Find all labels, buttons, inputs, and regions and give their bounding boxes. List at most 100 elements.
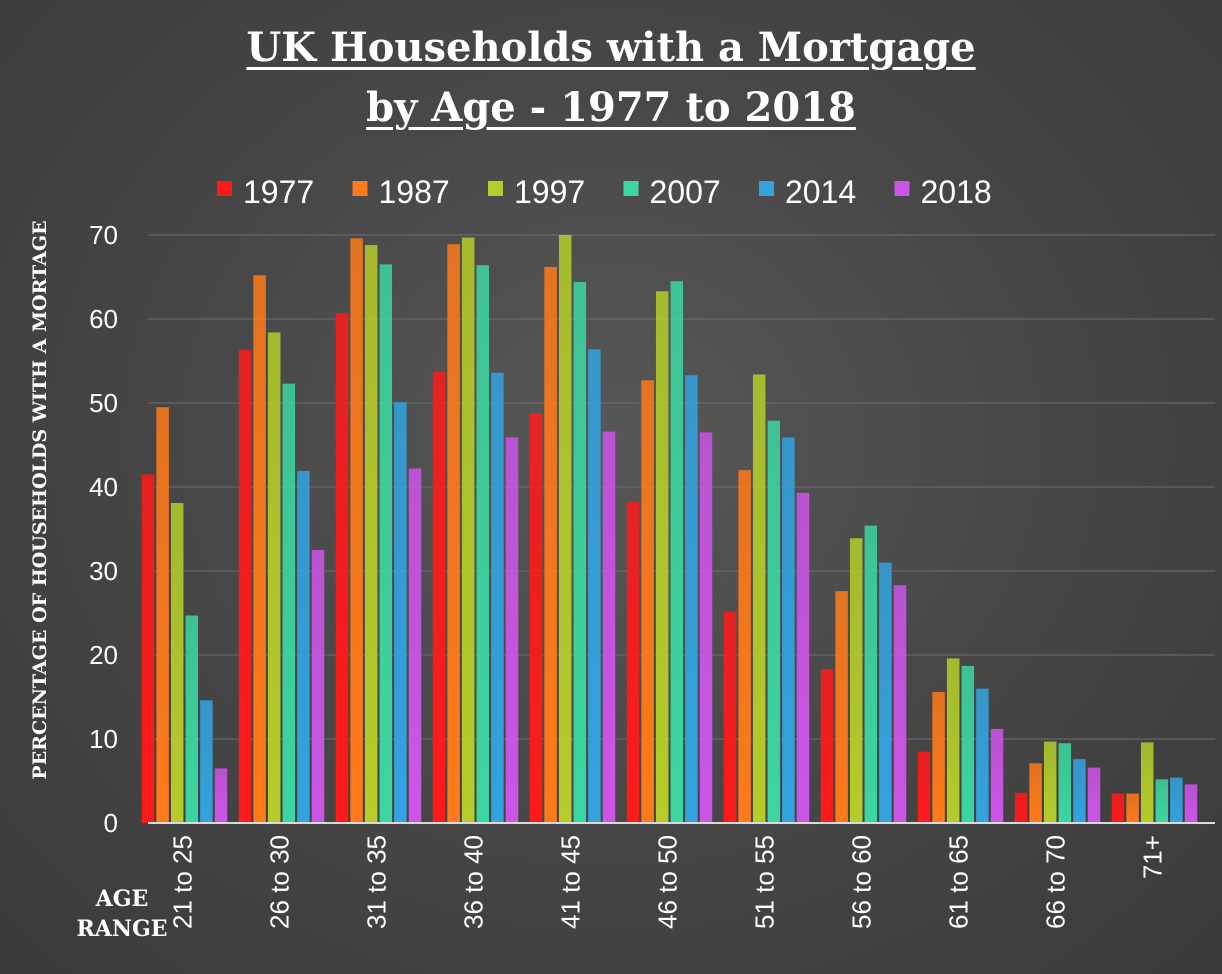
bar-2014-10 [1170,777,1183,823]
x-tick-label: 71+ [1138,835,1168,879]
bar-2014-8 [976,688,989,823]
chart-title: UK Households with a Mortgage by Age - 1… [0,18,1222,138]
bar-2007-3 [476,265,490,823]
bar-1987-2 [350,238,363,824]
bar-1987-3 [447,244,460,824]
legend-label-2007: 2007 [650,174,721,210]
y-tick-label: 20 [89,640,118,670]
x-tick-label: 56 to 60 [847,835,877,929]
bar-1977-8 [917,751,931,823]
legend-label-1997: 1997 [514,174,585,210]
bar-2007-10 [1155,779,1169,823]
bar-2014-9 [1073,759,1086,823]
bar-1987-1 [253,275,266,823]
bar-2018-9 [1087,767,1101,823]
bar-2014-3 [491,372,504,823]
bar-2018-1 [311,550,325,823]
y-axis-title: PERCENTAGE OF HOUSEHOLDS WITH A MORTAGE [29,220,51,779]
bar-1997-1 [267,332,281,823]
bar-2007-0 [185,615,199,823]
x-tick-label: 31 to 35 [362,835,392,929]
bar-2007-9 [1058,743,1072,823]
bar-2018-7 [893,585,907,823]
x-tick-label: 21 to 25 [168,835,198,929]
legend-swatch-2018 [894,181,910,196]
bar-2007-7 [864,525,878,823]
bar-2014-6 [782,437,795,823]
bar-2018-10 [1184,784,1198,823]
bar-1977-4 [529,413,543,823]
bar-2007-6 [767,420,781,823]
y-tick-label: 50 [89,388,118,418]
x-tick-label: 26 to 30 [265,835,295,929]
bar-1997-3 [461,237,475,823]
x-axis-title-line1: AGE [95,886,149,912]
legend-swatch-1977 [217,181,232,196]
bar-1977-2 [335,313,349,823]
bar-1977-5 [626,502,640,823]
bar-2014-7 [879,562,892,823]
bar-1997-10 [1140,742,1154,823]
bar-1997-9 [1043,741,1057,823]
bar-1987-8 [932,691,945,823]
x-tick-label: 41 to 45 [556,835,586,929]
bar-2018-3 [505,437,519,823]
bar-2018-4 [602,431,616,823]
bar-1977-6 [723,611,737,823]
bar-1997-5 [655,291,669,823]
x-tick-label: 36 to 40 [459,835,489,929]
bar-1987-7 [835,591,848,823]
legend: 1977 1987 1997 2007 2014 2018 [217,174,992,210]
bar-2014-5 [685,375,698,823]
legend-swatch-2007 [623,181,639,196]
bar-2007-1 [282,383,296,823]
bar-1997-0 [170,502,184,823]
bar-1997-6 [752,374,766,823]
bar-1977-9 [1014,792,1028,823]
legend-swatch-1997 [488,181,503,196]
bar-1977-0 [141,474,155,823]
bar-2007-5 [670,281,684,823]
legend-label-2018: 2018 [921,174,992,210]
x-tick-label: 51 to 55 [750,835,780,929]
bar-2007-4 [573,282,587,823]
bar-2014-1 [297,471,310,823]
bar-1987-5 [641,380,654,823]
bar-2018-8 [990,728,1004,823]
y-tick-label: 70 [89,220,118,250]
bar-2014-0 [200,700,213,823]
legend-label-1987: 1987 [379,174,450,210]
bars [141,235,1198,824]
bar-1997-4 [558,235,572,823]
axes: 0 10 20 30 40 50 60 70 21 to 25 26 to 30 31 to 35 3… [89,220,1215,929]
bar-1997-8 [946,658,960,823]
bar-2014-2 [394,402,407,823]
bar-2007-8 [961,665,975,823]
x-tick-label: 66 to 70 [1041,835,1071,929]
bar-1987-9 [1029,763,1042,823]
bar-1987-4 [544,266,557,823]
legend-label-1977: 1977 [243,174,314,210]
chart-title-line1: UK Households with a Mortgage [246,24,976,71]
bar-2007-2 [379,264,393,823]
bar-1987-10 [1126,793,1139,823]
bar-1997-7 [849,538,863,823]
y-tick-label: 0 [104,808,118,838]
bar-2018-0 [214,768,228,823]
bar-1977-1 [238,350,252,823]
bar-2018-2 [408,468,422,823]
legend-label-2014: 2014 [785,174,856,210]
x-tick-label: 46 to 50 [653,835,683,929]
bar-1997-2 [364,245,378,823]
bar-2018-5 [699,432,713,823]
x-axis-title-line2: RANGE [76,916,167,942]
y-tick-label: 30 [89,556,118,586]
chart-title-line2: by Age - 1977 to 2018 [366,84,856,131]
y-tick-label: 60 [89,304,118,334]
x-tick-label: 61 to 65 [944,835,974,929]
y-tick-label: 40 [89,472,118,502]
legend-swatch-1987 [352,181,368,196]
bar-2014-4 [588,349,601,823]
y-tick-label: 10 [89,724,118,754]
